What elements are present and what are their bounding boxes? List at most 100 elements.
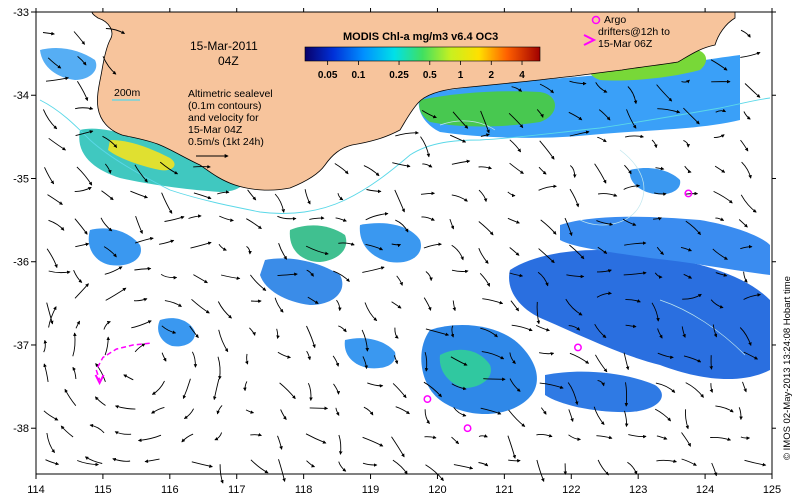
velocity-arrow: [334, 163, 349, 175]
velocity-arrow: [367, 382, 384, 388]
velocity-arrow: [60, 425, 74, 438]
velocity-arrow: [338, 434, 343, 455]
velocity-arrow: [77, 56, 87, 66]
velocity-arrow: [105, 28, 126, 34]
velocity-arrow: [740, 29, 751, 38]
velocity-arrow: [624, 410, 629, 428]
velocity-arrow: [741, 161, 752, 179]
velocity-arrow: [596, 220, 614, 226]
velocity-arrow: [338, 242, 355, 246]
australia-landmass: [91, 11, 736, 191]
velocity-arrow: [657, 108, 681, 114]
velocity-arrow: [538, 184, 557, 191]
velocity-arrow: [655, 166, 665, 171]
velocity-arrow: [627, 86, 638, 105]
velocity-arrow: [304, 189, 311, 205]
velocity-arrow: [596, 291, 612, 298]
velocity-arrow: [103, 320, 111, 330]
velocity-arrow: [75, 130, 94, 137]
velocity-arrow: [509, 378, 521, 392]
y-tick-label: -35: [13, 173, 29, 185]
plot-frame: [35, 11, 773, 475]
velocity-arrow: [709, 355, 713, 370]
velocity-arrow: [624, 382, 629, 407]
velocity-arrow: [247, 189, 257, 201]
velocity-arrow: [74, 218, 88, 235]
velocity-arrow: [338, 461, 347, 472]
velocity-arrow: [628, 434, 647, 439]
velocity-arrow: [624, 164, 632, 175]
velocity-arrow: [48, 137, 67, 151]
velocity-arrow: [536, 433, 553, 438]
y-axis: -33 -34 -35 -36 -37 -38: [13, 7, 776, 435]
map-time: 04Z: [218, 54, 239, 68]
velocity-arrow: [193, 274, 208, 284]
velocity-arrow: [656, 246, 664, 255]
velocity-arrow: [449, 218, 455, 230]
velocity-arrow: [451, 194, 468, 202]
velocity-arrow: [568, 409, 574, 422]
velocity-arrow: [509, 352, 516, 365]
velocity-arrow: [307, 383, 313, 401]
velocity-arrow: [305, 245, 329, 256]
velocity-arrow: [656, 435, 668, 440]
velocity-arrow: [392, 383, 407, 399]
velocity-arrow: [332, 355, 340, 367]
x-tick-label: 125: [763, 484, 781, 496]
velocity-arrow: [306, 350, 312, 361]
velocity-arrow: [279, 382, 296, 400]
chl-patch-mid-west: [260, 258, 343, 305]
velocity-arrow: [242, 381, 248, 392]
velocity-arrow: [597, 246, 608, 254]
velocity-arrow: [681, 432, 691, 447]
velocity-arrow: [77, 80, 89, 102]
velocity-arrow: [105, 287, 127, 301]
velocity-arrow: [482, 298, 504, 305]
velocity-arrow: [74, 186, 92, 193]
velocity-arrow: [625, 324, 637, 329]
velocity-arrow: [508, 459, 521, 463]
velocity-arrow: [134, 164, 148, 183]
velocity-arrow: [43, 363, 49, 382]
velocity-arrow: [709, 383, 713, 393]
velocity-arrow: [43, 410, 59, 421]
velocity-arrow: [276, 328, 280, 339]
velocity-arrow: [743, 293, 761, 300]
velocity-arrow: [160, 273, 178, 280]
velocity-arrow: [103, 246, 117, 258]
velocity-arrow: [714, 165, 726, 173]
velocity-arrow: [625, 299, 641, 303]
velocity-arrow: [131, 320, 152, 329]
x-tick-label: 118: [295, 484, 313, 496]
velocity-arrow: [713, 134, 725, 139]
velocity-arrow: [451, 269, 469, 274]
velocity-arrow: [740, 194, 757, 213]
argo-drifter-track: [95, 342, 150, 381]
velocity-arrow: [192, 351, 198, 368]
velocity-arrow: [217, 356, 222, 380]
velocity-arrow: [43, 339, 48, 353]
velocity-arrow: [363, 165, 380, 177]
velocity-arrow: [744, 83, 761, 98]
velocity-arrow: [161, 325, 177, 334]
velocity-arrow: [161, 192, 173, 214]
velocity-arrow: [306, 460, 316, 468]
velocity-arrow: [151, 380, 165, 395]
velocity-arrow: [100, 217, 113, 232]
velocity-arrow: [333, 383, 341, 395]
y-tick-label: -36: [13, 257, 29, 269]
x-tick-label: 121: [495, 484, 513, 496]
velocity-arrow: [451, 244, 464, 261]
velocity-arrow: [568, 434, 581, 442]
x-axis: 114 115 116 117 118 119 120 121 122 123 124 125: [27, 8, 781, 496]
velocity-arrow: [451, 436, 460, 445]
velocity-arrow: [715, 272, 728, 277]
velocity-arrow: [451, 159, 471, 165]
x-tick-label: 117: [228, 484, 246, 496]
velocity-arrow: [307, 296, 319, 304]
velocity-arrow: [181, 433, 194, 443]
chl-patch-offshore-east: [509, 250, 770, 380]
velocity-arrow: [480, 407, 502, 415]
velocity-arrow: [569, 352, 590, 364]
y-tick-label: -37: [13, 340, 29, 352]
